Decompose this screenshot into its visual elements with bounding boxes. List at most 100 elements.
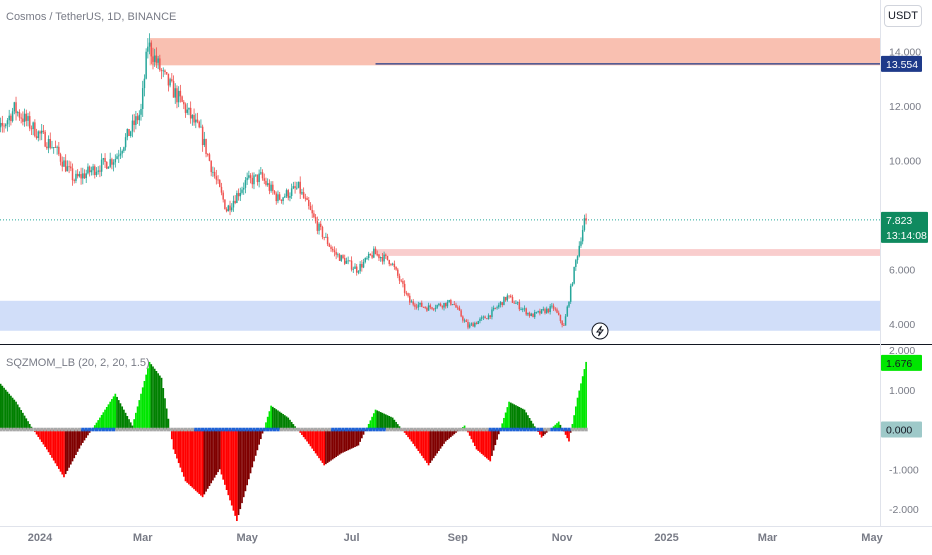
momentum-bar [582,376,584,429]
momentum-bar [349,430,351,450]
candle [103,158,105,165]
candle [390,263,392,266]
squeeze-dot [129,428,132,432]
candle [121,149,123,157]
squeeze-dot [304,428,307,432]
candle [214,167,216,178]
momentum-bar [315,430,317,454]
candle [275,192,277,205]
momentum-bar [178,430,180,464]
squeeze-dot [16,428,19,432]
momentum-bar [101,415,103,430]
momentum-bar [149,362,151,430]
momentum-bar [356,430,358,447]
squeeze-dot [444,428,447,432]
candle [306,196,308,200]
momentum-bar [512,403,514,429]
candle [277,190,279,203]
momentum-bar [241,430,243,504]
candle [216,170,218,185]
price-axis-tick: 12.000 [889,101,921,113]
momentum-bar [525,412,527,429]
candle [255,174,257,177]
candle [79,171,81,177]
candle [164,69,166,74]
candle [188,107,190,115]
squeeze-dot [61,428,64,432]
squeeze-dot [328,428,331,432]
candle [128,129,130,136]
candle [202,125,204,152]
momentum-bar [43,430,45,445]
momentum-bar [12,398,14,430]
momentum-bar [344,430,346,452]
momentum-bar [7,392,9,430]
momentum-bar [48,430,50,453]
candle [349,260,351,261]
momentum-bar [495,430,497,446]
squeeze-dot [478,428,481,432]
squeeze-dot [434,428,437,432]
candle [135,111,137,129]
squeeze-dot [6,428,9,432]
momentum-bar [205,430,207,492]
squeeze-dot [54,428,57,432]
momentum-bar [212,430,214,481]
candle [370,253,372,255]
squeeze-dot [133,428,136,432]
currency-selector-button[interactable]: USDT [884,5,922,27]
candle [77,169,79,178]
candle [183,100,185,109]
squeeze-dot [523,428,526,432]
squeeze-dot [300,428,303,432]
momentum-bar [443,430,445,444]
momentum-bar [578,391,580,430]
momentum-bar [147,368,149,429]
time-axis-tick: 2024 [28,532,53,544]
momentum-bar [104,410,106,430]
candle [139,110,141,126]
candle [392,263,394,266]
momentum-bar [238,430,240,516]
momentum-bar [215,430,217,475]
momentum-bar [378,411,380,429]
momentum-bar [162,388,164,429]
candle [243,183,245,195]
candle [92,164,94,175]
candle [346,258,348,264]
candle [221,183,223,195]
momentum-bar [200,430,202,496]
momentum-bar [138,400,140,429]
momentum-bar [65,430,67,475]
momentum-bar [441,430,443,447]
squeeze-dot [71,428,74,432]
candle [291,184,293,199]
squeeze-dot [540,428,543,432]
candle [572,282,574,287]
squeeze-dot [81,428,84,432]
momentum-bar [145,375,147,430]
squeeze-dot [153,428,156,432]
candle [397,268,399,278]
momentum-bar [174,430,176,454]
squeeze-dot [242,428,245,432]
candle [347,257,349,265]
alert-lightning-icon[interactable] [592,323,608,339]
momentum-bar [330,430,332,461]
candle [265,178,267,187]
candle [51,141,53,149]
squeeze-dot [379,428,382,432]
resistance-level-value: 13.554 [886,59,918,71]
momentum-bar [412,430,414,444]
momentum-bar [584,369,586,429]
momentum-bar [486,430,488,459]
indicator-axis-tick: -2.000 [889,504,919,516]
momentum-bar [323,430,325,466]
momentum-bar [229,430,231,501]
candle [198,121,200,129]
squeeze-dot [585,428,588,432]
squeeze-dot [485,428,488,432]
candle [228,205,230,212]
